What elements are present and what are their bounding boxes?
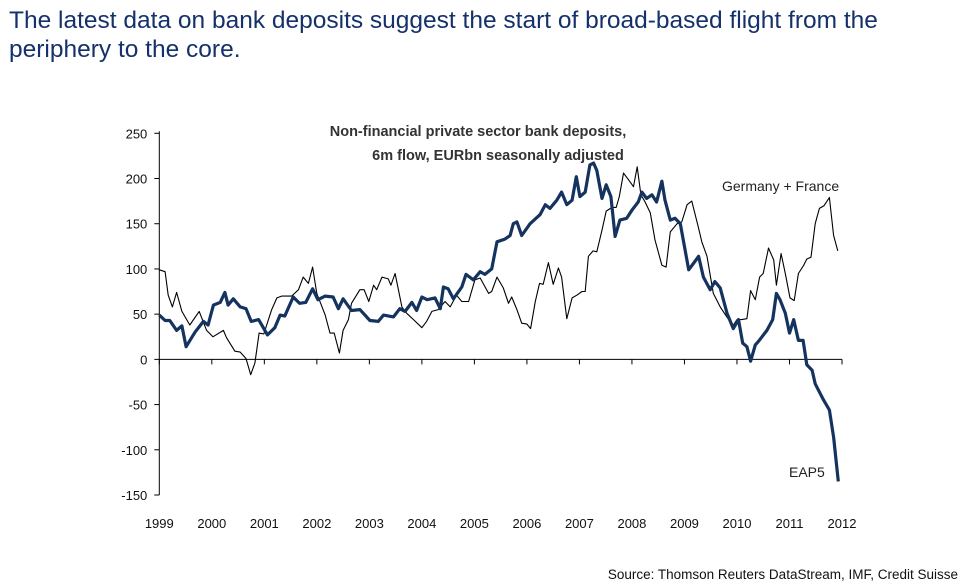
- headline: The latest data on bank deposits suggest…: [9, 7, 878, 63]
- x-tick-label: 2004: [407, 516, 436, 531]
- x-tick-label: 2005: [460, 516, 489, 531]
- x-tick-label: 2000: [197, 516, 226, 531]
- y-tick-label: -150: [121, 488, 147, 503]
- x-tick-label: 2009: [670, 516, 699, 531]
- x-tick-label: 1999: [145, 516, 174, 531]
- y-tick-label: 50: [133, 307, 147, 322]
- axes: 250 200 150 100 50 0 -50 -100 -150 1999 2000 2001 20…: [121, 126, 856, 531]
- x-tick-label: 2008: [617, 516, 646, 531]
- x-tick-label: 2012: [828, 516, 857, 531]
- x-tick-label: 2003: [355, 516, 384, 531]
- x-tick-label: 2006: [512, 516, 541, 531]
- y-tick-label: 150: [126, 217, 148, 232]
- series-lines: [158, 161, 840, 482]
- y-tick-label: 100: [126, 262, 148, 277]
- y-tick-label: 250: [126, 126, 148, 141]
- x-tick-label: 2011: [776, 516, 804, 531]
- source-note: Source: Thomson Reuters DataStream, IMF,…: [607, 567, 958, 582]
- y-tick-label: -50: [129, 398, 148, 413]
- x-tick-label: 2001: [250, 516, 279, 531]
- y-tick-label: 0: [140, 352, 147, 367]
- chart-title-line-2: 6m flow, EURbn seasonally adjusted: [372, 148, 624, 164]
- x-tick-label: 2002: [302, 516, 331, 531]
- chart-title-line-1: Non-financial private sector bank deposi…: [330, 124, 627, 140]
- series-label-eap5: EAP5: [789, 464, 825, 480]
- y-tick-label: -100: [121, 443, 147, 458]
- x-tick-label: 2010: [723, 516, 752, 531]
- x-tick-label: 2007: [565, 516, 594, 531]
- series-label-germany-france: Germany + France: [722, 178, 839, 194]
- series-line-germany-france: [159, 166, 839, 376]
- series-line-eap5: [158, 161, 840, 482]
- y-tick-label: 200: [126, 172, 148, 187]
